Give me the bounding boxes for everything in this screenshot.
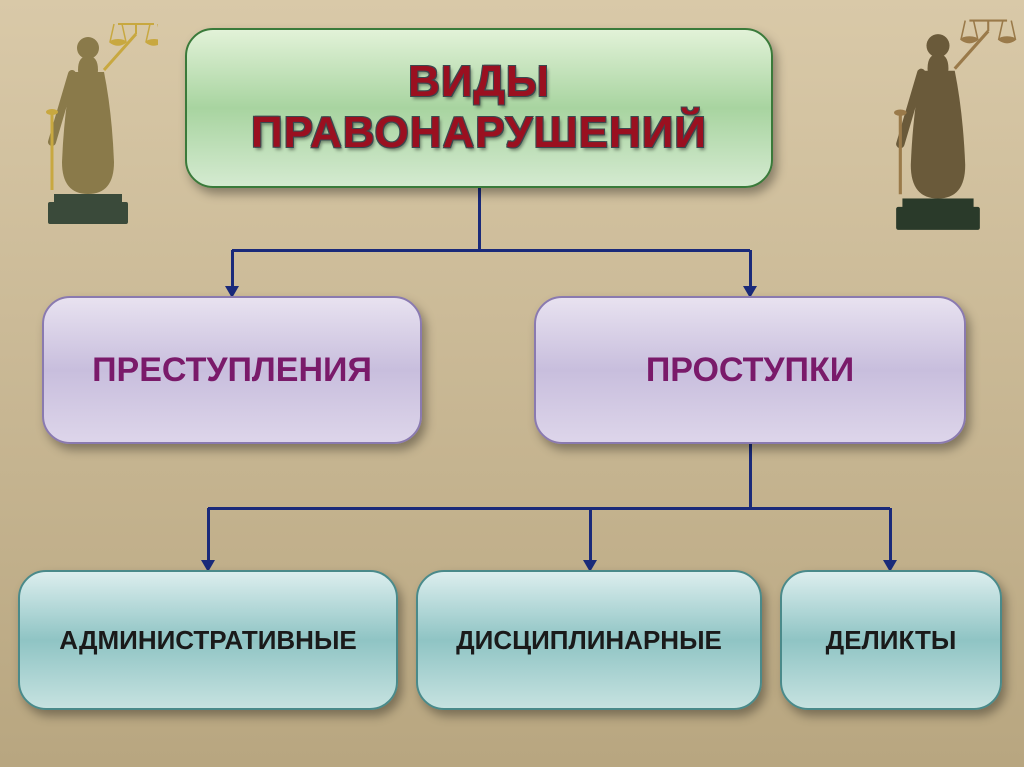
node-disc: ДИСЦИПЛИНАРНЫЕ <box>416 570 762 710</box>
node-label: ДЕЛИКТЫ <box>826 625 957 656</box>
connector-v <box>478 188 481 250</box>
node-delict: ДЕЛИКТЫ <box>780 570 1002 710</box>
connector-v <box>589 508 592 562</box>
node-label: АДМИНИСТРАТИВНЫЕ <box>59 625 357 656</box>
connector-v <box>231 250 234 288</box>
node-label: ДИСЦИПЛИНАРНЫЕ <box>456 625 722 656</box>
node-label: ПРОСТУПКИ <box>646 351 854 390</box>
connector-v <box>207 508 210 562</box>
node-label: ВИДЫПРАВОНАРУШЕНИЙ <box>251 57 707 158</box>
node-misdemeanors: ПРОСТУПКИ <box>534 296 966 444</box>
node-label: ПРЕСТУПЛЕНИЯ <box>92 351 372 390</box>
justice-statue-left <box>18 12 158 227</box>
connector-v <box>749 444 752 508</box>
justice-statue-right <box>858 8 1018 233</box>
connector-v <box>749 250 752 288</box>
connector-v <box>889 508 892 562</box>
node-root: ВИДЫПРАВОНАРУШЕНИЙ <box>185 28 773 188</box>
connector-h <box>232 249 750 252</box>
node-crimes: ПРЕСТУПЛЕНИЯ <box>42 296 422 444</box>
connector-h <box>208 507 890 510</box>
node-admin: АДМИНИСТРАТИВНЫЕ <box>18 570 398 710</box>
